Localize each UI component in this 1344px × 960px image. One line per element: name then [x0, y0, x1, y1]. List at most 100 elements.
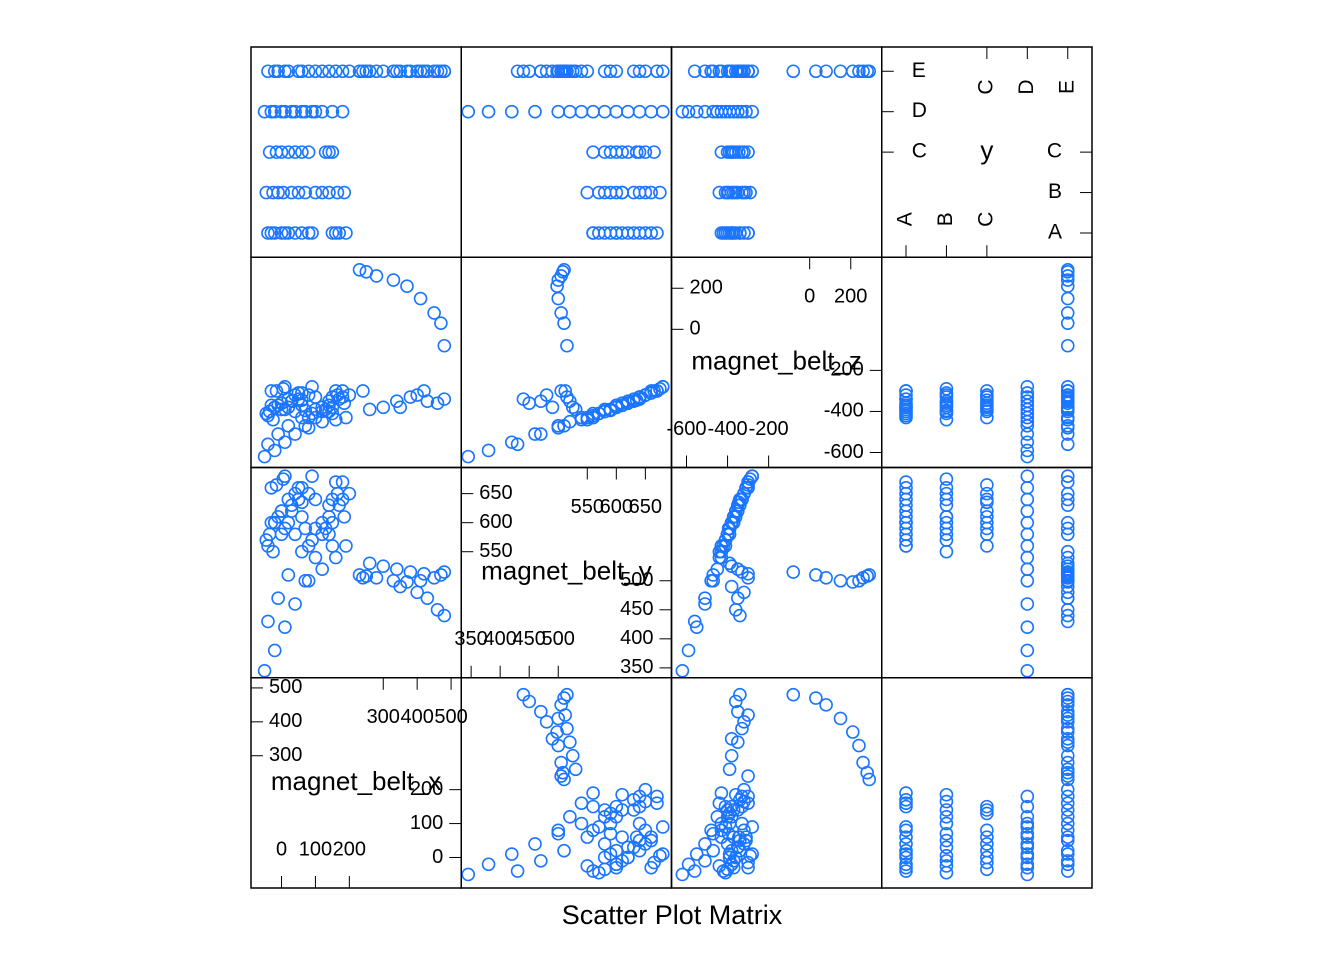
point	[980, 823, 994, 838]
point	[315, 185, 330, 200]
point	[1060, 579, 1075, 594]
point	[557, 843, 571, 858]
point	[724, 559, 739, 574]
point	[728, 850, 743, 865]
point	[722, 762, 737, 777]
point	[393, 400, 408, 415]
point	[720, 809, 735, 824]
point	[301, 226, 316, 240]
point	[1060, 388, 1075, 402]
point	[629, 145, 644, 159]
point	[638, 64, 653, 79]
point	[980, 393, 994, 407]
point	[308, 64, 323, 79]
point	[899, 392, 913, 406]
point	[288, 226, 302, 240]
point	[510, 864, 525, 878]
point	[724, 226, 739, 240]
point	[689, 104, 704, 119]
point	[554, 64, 568, 79]
point	[939, 396, 954, 411]
point	[295, 410, 309, 425]
point	[675, 867, 690, 882]
point	[650, 226, 664, 240]
point	[288, 145, 302, 159]
point	[301, 64, 316, 79]
tick-label: 650	[479, 482, 512, 504]
point	[284, 394, 299, 408]
point	[939, 510, 954, 524]
point	[352, 568, 367, 582]
tick-label: 500	[620, 569, 653, 591]
tick-label: 500	[542, 628, 575, 650]
tick-label: 600	[479, 511, 512, 533]
point	[565, 400, 580, 415]
point	[1020, 847, 1035, 861]
point	[322, 185, 336, 200]
point	[1060, 864, 1075, 878]
point	[980, 515, 994, 530]
point	[852, 738, 866, 753]
point	[939, 854, 954, 868]
point	[714, 830, 729, 844]
point	[939, 404, 954, 419]
point	[437, 64, 452, 79]
tick-label: 400	[483, 628, 516, 650]
point	[980, 806, 994, 821]
point	[609, 226, 624, 240]
point	[655, 380, 670, 394]
point	[271, 427, 285, 441]
point	[741, 226, 755, 240]
point	[728, 64, 743, 79]
point	[554, 384, 568, 398]
variable-name: y	[980, 135, 993, 165]
point	[833, 711, 848, 726]
point	[632, 816, 647, 831]
point	[271, 64, 285, 79]
tick-label: C	[974, 212, 997, 227]
tick-label: 650	[629, 496, 662, 518]
point	[528, 837, 542, 851]
point	[819, 698, 833, 712]
point	[315, 414, 330, 429]
point	[735, 799, 749, 814]
tick-label: 600	[600, 496, 633, 518]
point	[939, 787, 954, 802]
point	[580, 185, 595, 200]
point	[528, 427, 542, 441]
point	[899, 475, 913, 489]
tick-label: 450	[620, 598, 653, 620]
point	[301, 410, 316, 425]
point	[597, 404, 612, 419]
point	[528, 104, 542, 119]
point	[281, 419, 296, 433]
point	[644, 386, 658, 400]
point	[860, 64, 874, 79]
point	[269, 145, 284, 159]
point	[276, 185, 291, 200]
point	[733, 492, 747, 507]
point	[339, 410, 353, 425]
point	[335, 390, 350, 404]
point	[586, 226, 600, 240]
point	[504, 435, 519, 450]
point	[737, 715, 751, 729]
point	[712, 550, 727, 565]
point	[856, 755, 870, 770]
point	[386, 64, 401, 79]
point	[261, 226, 275, 240]
point	[274, 527, 289, 542]
point	[809, 568, 823, 582]
point	[274, 104, 289, 119]
point	[597, 64, 612, 79]
point	[295, 544, 309, 559]
point	[434, 64, 448, 79]
point	[722, 521, 737, 536]
point	[615, 185, 629, 200]
point	[315, 404, 330, 419]
point	[939, 486, 954, 501]
point	[597, 837, 612, 851]
point	[342, 486, 357, 501]
tick-label: -600	[824, 441, 864, 463]
point	[400, 279, 414, 294]
